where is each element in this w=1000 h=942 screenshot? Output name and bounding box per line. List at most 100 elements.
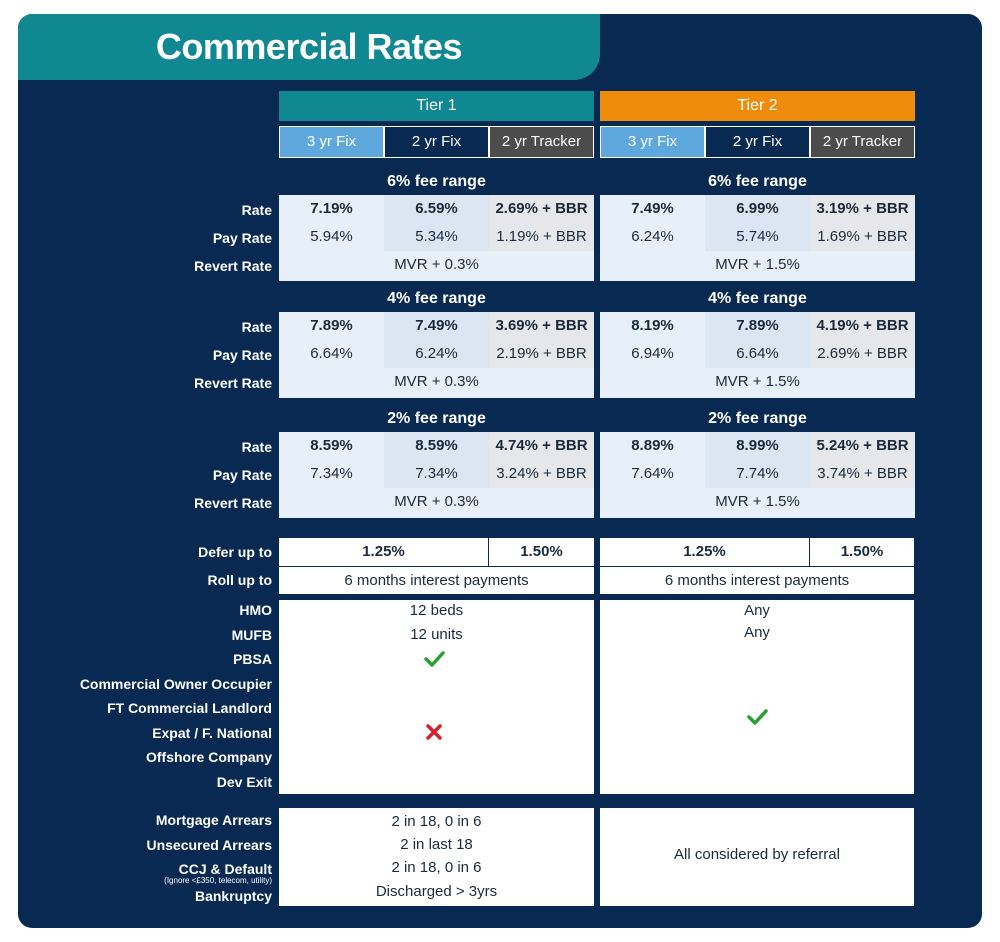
rate-cell: 3.19% + BBR xyxy=(810,195,915,223)
credit-value-tier1: 2 in last 18 xyxy=(400,836,473,853)
rate-cell: 8.59% xyxy=(279,432,384,460)
credit-value-tier2: All considered by referral xyxy=(674,846,840,863)
rate-label: Rate xyxy=(241,319,272,335)
rate-cell: 3.69% + BBR xyxy=(489,312,594,340)
credit-value-tier1: 2 in 18, 0 in 6 xyxy=(391,813,482,830)
pay-rate-label: Pay Rate xyxy=(212,467,272,483)
pay-rate-cell: 6.94% xyxy=(600,340,705,368)
fee-range-label: 2% fee range xyxy=(708,410,807,427)
product-tab[interactable]: 3 yr Fix xyxy=(279,126,384,158)
rate-cell: 7.89% xyxy=(705,312,810,340)
roll-cell: 6 months interest payments xyxy=(600,567,914,594)
credit-label: Mortgage Arrears xyxy=(155,812,272,828)
defer-cell: 1.50% xyxy=(489,538,594,566)
rate-cell: 7.49% xyxy=(384,312,489,340)
revert-rate-label: Revert Rate xyxy=(194,258,272,274)
revert-rate-cell: MVR + 0.3% xyxy=(279,251,594,281)
revert-rate-cell: MVR + 0.3% xyxy=(279,488,594,518)
check-icon xyxy=(746,706,768,728)
pay-rate-cell: 2.69% + BBR xyxy=(810,340,915,368)
product-tab[interactable]: 3 yr Fix xyxy=(600,126,705,158)
pay-rate-cell: 1.19% + BBR xyxy=(489,223,594,251)
tier-header: Tier 1 xyxy=(279,91,594,121)
product-tab[interactable]: 2 yr Fix xyxy=(705,126,810,158)
pay-rate-cell: 5.34% xyxy=(384,223,489,251)
rate-cell: 7.89% xyxy=(279,312,384,340)
rate-cell: 4.19% + BBR xyxy=(810,312,915,340)
defer-cell: 1.25% xyxy=(600,538,810,566)
page-title: Commercial Rates xyxy=(155,26,463,67)
credit-panel-tier2 xyxy=(600,808,914,906)
mufb-value-tier1: 12 units xyxy=(410,626,463,643)
credit-value-tier1: 2 in 18, 0 in 6 xyxy=(391,859,482,876)
rate-label: Rate xyxy=(241,202,272,218)
property-label: FT Commercial Landlord xyxy=(107,700,272,716)
fee-range-label: 4% fee range xyxy=(387,290,486,307)
pay-rate-cell: 5.74% xyxy=(705,223,810,251)
pay-rate-cell: 7.64% xyxy=(600,460,705,488)
pay-rate-cell: 6.24% xyxy=(384,340,489,368)
pay-rate-cell: 6.64% xyxy=(279,340,384,368)
hmo-value-tier1: 12 beds xyxy=(409,602,464,619)
pay-rate-cell: 7.34% xyxy=(384,460,489,488)
rate-cell: 5.24% + BBR xyxy=(810,432,915,460)
roll-cell: 6 months interest payments xyxy=(279,567,594,594)
revert-rate-cell: MVR + 1.5% xyxy=(600,488,915,518)
credit-label: Bankruptcy xyxy=(194,888,272,904)
cross-icon xyxy=(423,721,445,743)
pay-rate-cell: 6.64% xyxy=(705,340,810,368)
property-label: Dev Exit xyxy=(216,774,272,790)
property-panel-tier2 xyxy=(600,600,914,794)
pay-rate-cell: 3.74% + BBR xyxy=(810,460,915,488)
property-label: Expat / F. National xyxy=(152,725,272,741)
pay-rate-cell: 2.19% + BBR xyxy=(489,340,594,368)
rate-cell: 8.99% xyxy=(705,432,810,460)
property-label: HMO xyxy=(239,602,272,618)
defer-cell: 1.50% xyxy=(810,538,914,566)
property-label: Commercial Owner Occupier xyxy=(79,676,272,692)
rate-cell: 8.19% xyxy=(600,312,705,340)
credit-label: CCJ & Default xyxy=(178,861,272,877)
revert-rate-cell: MVR + 1.5% xyxy=(600,251,915,281)
pay-rate-cell: 1.69% + BBR xyxy=(810,223,915,251)
rate-cell: 7.19% xyxy=(279,195,384,223)
fee-range-label: 4% fee range xyxy=(708,290,807,307)
rate-cell: 2.69% + BBR xyxy=(489,195,594,223)
title-tab xyxy=(18,14,600,80)
rate-label: Rate xyxy=(241,439,272,455)
defer-label: Defer up to xyxy=(198,544,272,560)
check-icon xyxy=(423,648,445,670)
rate-cell: 8.89% xyxy=(600,432,705,460)
rate-cell: 6.99% xyxy=(705,195,810,223)
revert-rate-label: Revert Rate xyxy=(194,495,272,511)
fee-range-label: 2% fee range xyxy=(387,410,486,427)
ccj-note: (Ignore <£350, telecom, utility) xyxy=(164,876,272,885)
pay-rate-cell: 6.24% xyxy=(600,223,705,251)
rate-cell: 4.74% + BBR xyxy=(489,432,594,460)
product-tab[interactable]: 2 yr Fix xyxy=(384,126,489,158)
property-panel-tier1 xyxy=(279,600,594,794)
revert-rate-label: Revert Rate xyxy=(194,375,272,391)
tier-header: Tier 2 xyxy=(600,91,915,121)
rate-cell: 8.59% xyxy=(384,432,489,460)
property-label: MUFB xyxy=(231,627,272,643)
fee-range-label: 6% fee range xyxy=(708,173,807,190)
pay-rate-cell: 7.34% xyxy=(279,460,384,488)
product-tab[interactable]: 2 yr Tracker xyxy=(810,126,915,158)
pay-rate-cell: 7.74% xyxy=(705,460,810,488)
product-tab[interactable]: 2 yr Tracker xyxy=(489,126,594,158)
pay-rate-label: Pay Rate xyxy=(212,347,272,363)
pay-rate-cell: 5.94% xyxy=(279,223,384,251)
pay-rate-cell: 3.24% + BBR xyxy=(489,460,594,488)
property-label: PBSA xyxy=(233,651,272,667)
rate-cell: 7.49% xyxy=(600,195,705,223)
fee-range-label: 6% fee range xyxy=(387,173,486,190)
credit-panel-tier1 xyxy=(279,808,594,906)
defer-cell: 1.25% xyxy=(279,538,489,566)
revert-rate-cell: MVR + 0.3% xyxy=(279,368,594,398)
revert-rate-cell: MVR + 1.5% xyxy=(600,368,915,398)
property-label: Offshore Company xyxy=(145,749,272,765)
roll-label: Roll up to xyxy=(207,572,272,588)
rate-cell: 6.59% xyxy=(384,195,489,223)
hmo-value-tier2: Any xyxy=(744,602,770,619)
